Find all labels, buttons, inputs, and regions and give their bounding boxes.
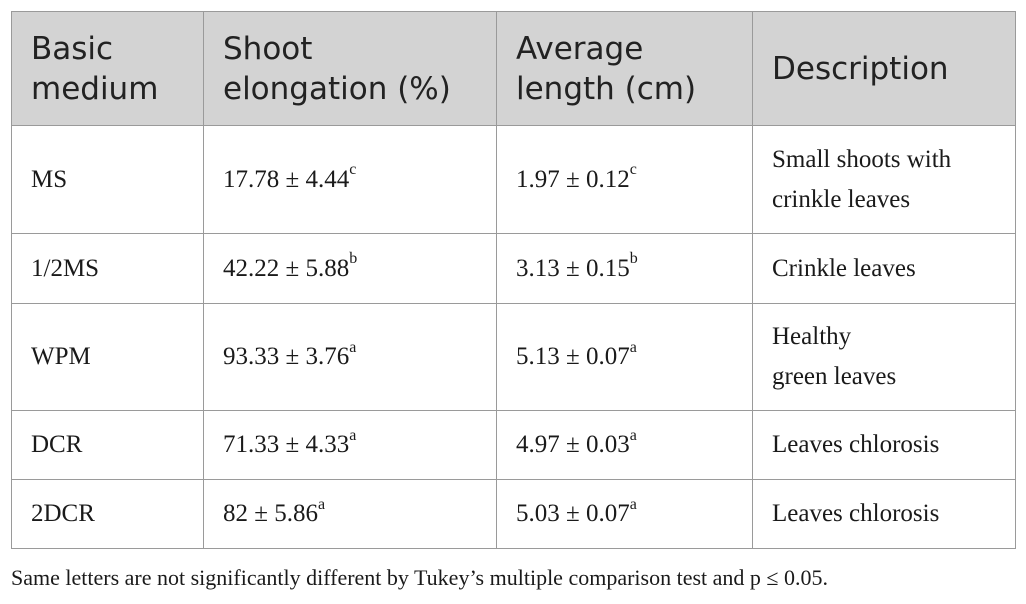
cell-medium: 1/2MS xyxy=(11,233,204,304)
data-table-container: Basic medium Shoot elongation (%) Averag… xyxy=(11,11,1016,549)
length-letter: a xyxy=(629,338,637,356)
cell-length: 1.97 ± 0.12c xyxy=(496,125,753,234)
table-row: MS 17.78 ± 4.44c 1.97 ± 0.12c Small shoo… xyxy=(11,125,1016,234)
header-shoot-elongation: Shoot elongation (%) xyxy=(203,11,497,126)
length-value: 3.13 ± 0.15 xyxy=(516,254,630,282)
length-letter: a xyxy=(629,495,637,513)
length-letter: a xyxy=(629,426,637,444)
description-line: green leaves xyxy=(772,363,897,390)
elongation-value: 17.78 ± 4.44 xyxy=(223,165,350,193)
length-value: 1.97 ± 0.12 xyxy=(516,165,630,193)
header-line: length (cm) xyxy=(516,70,697,107)
header-average-length: Average length (cm) xyxy=(496,11,753,126)
cell-elongation: 82 ± 5.86a xyxy=(203,479,497,549)
elongation-value: 42.22 ± 5.88 xyxy=(223,254,350,282)
cell-length: 5.13 ± 0.07a xyxy=(496,303,753,411)
length-value: 5.03 ± 0.07 xyxy=(516,500,630,527)
elongation-letter: b xyxy=(349,250,358,268)
header-row: Basic medium Shoot elongation (%) Averag… xyxy=(11,11,1016,126)
data-table: Basic medium Shoot elongation (%) Averag… xyxy=(11,11,1016,549)
elongation-letter: a xyxy=(349,426,357,444)
table-footnote: Same letters are not significantly diffe… xyxy=(11,565,828,590)
cell-description: Leaves chlorosis xyxy=(752,410,1016,480)
cell-description: Small shoots with crinkle leaves xyxy=(752,125,1016,234)
description-line: Leaves chlorosis xyxy=(772,431,940,458)
description-line: Crinkle leaves xyxy=(772,254,916,282)
elongation-letter: c xyxy=(349,161,357,179)
description-line: Small shoots with xyxy=(772,145,952,173)
cell-medium: 2DCR xyxy=(11,479,204,549)
elongation-letter: a xyxy=(349,338,357,356)
length-letter: c xyxy=(629,161,637,179)
cell-medium: WPM xyxy=(11,303,204,411)
elongation-value: 93.33 ± 3.76 xyxy=(223,343,350,370)
cell-description: Leaves chlorosis xyxy=(752,479,1016,549)
header-line: elongation (%) xyxy=(223,70,451,107)
cell-length: 5.03 ± 0.07a xyxy=(496,479,753,549)
description-line: crinkle leaves xyxy=(772,185,911,213)
header-basic-medium: Basic medium xyxy=(11,11,204,126)
cell-medium: DCR xyxy=(11,410,204,480)
elongation-value: 71.33 ± 4.33 xyxy=(223,431,350,458)
header-line: Average xyxy=(516,30,644,67)
cell-length: 3.13 ± 0.15b xyxy=(496,233,753,304)
table-row: WPM 93.33 ± 3.76a 5.13 ± 0.07a Healthy g… xyxy=(11,303,1016,411)
cell-description: Healthy green leaves xyxy=(752,303,1016,411)
table-body: MS 17.78 ± 4.44c 1.97 ± 0.12c Small shoo… xyxy=(11,125,1016,549)
table-row: 2DCR 82 ± 5.86a 5.03 ± 0.07a Leaves chlo… xyxy=(11,479,1016,549)
cell-elongation: 42.22 ± 5.88b xyxy=(203,233,497,304)
table-header: Basic medium Shoot elongation (%) Averag… xyxy=(11,11,1016,126)
table-row: DCR 71.33 ± 4.33a 4.97 ± 0.03a Leaves ch… xyxy=(11,410,1016,480)
header-line: Description xyxy=(772,50,949,87)
cell-elongation: 71.33 ± 4.33a xyxy=(203,410,497,480)
header-description: Description xyxy=(752,11,1016,126)
cell-elongation: 93.33 ± 3.76a xyxy=(203,303,497,411)
description-line: Leaves chlorosis xyxy=(772,500,940,527)
cell-elongation: 17.78 ± 4.44c xyxy=(203,125,497,234)
cell-description: Crinkle leaves xyxy=(752,233,1016,304)
header-line: medium xyxy=(31,70,159,107)
elongation-value: 82 ± 5.86 xyxy=(223,500,318,527)
header-line: Shoot xyxy=(223,30,313,67)
length-value: 4.97 ± 0.03 xyxy=(516,431,630,458)
cell-medium: MS xyxy=(11,125,204,234)
header-line: Basic xyxy=(31,30,114,67)
length-letter: b xyxy=(629,250,638,268)
elongation-letter: a xyxy=(317,495,326,513)
table-row: 1/2MS 42.22 ± 5.88b 3.13 ± 0.15b Crinkle… xyxy=(11,233,1016,304)
length-value: 5.13 ± 0.07 xyxy=(516,343,630,370)
description-line: Healthy xyxy=(772,323,852,350)
cell-length: 4.97 ± 0.03a xyxy=(496,410,753,480)
